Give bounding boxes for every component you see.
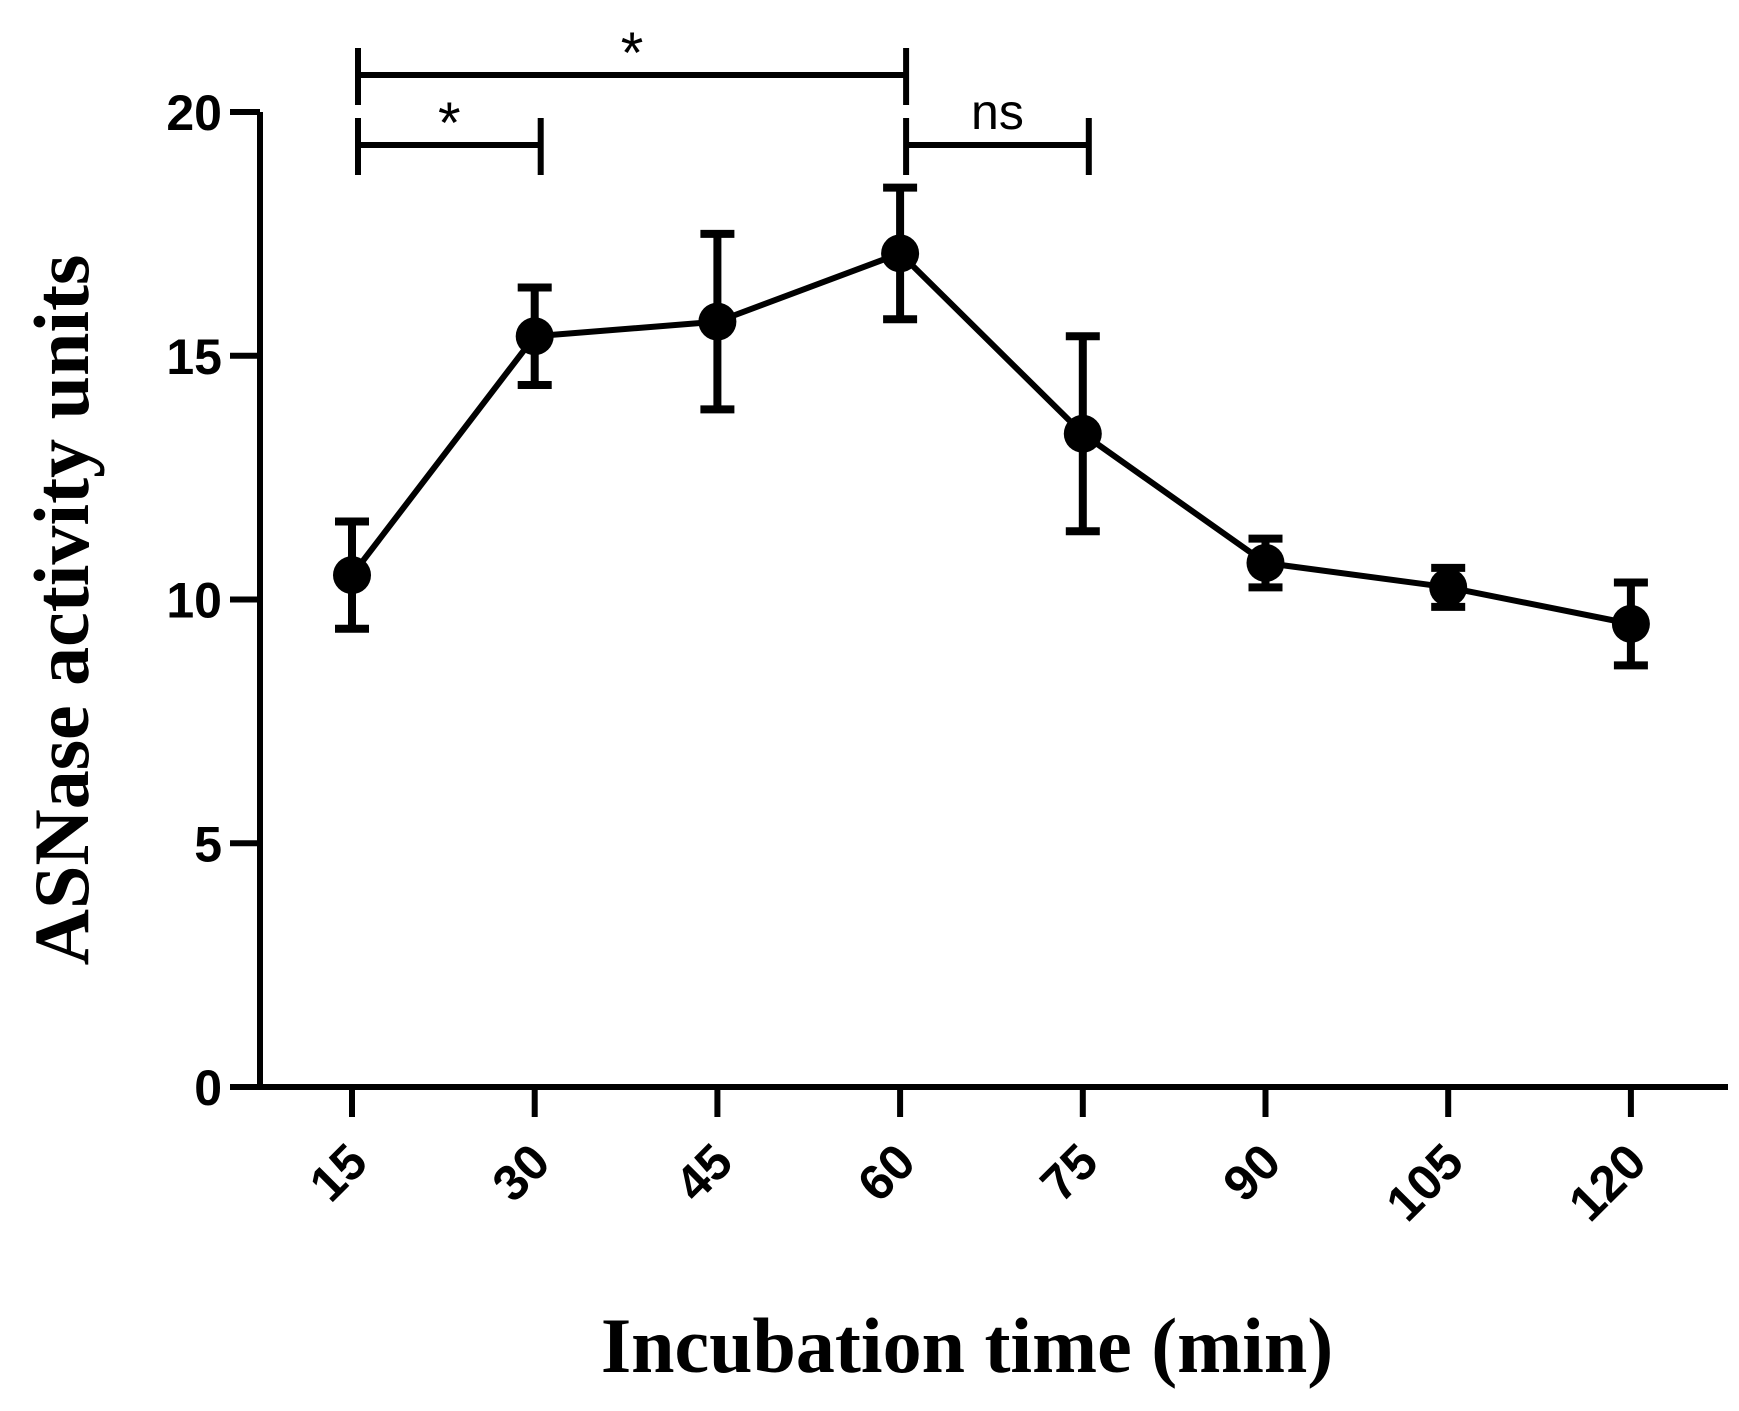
data-series bbox=[333, 183, 1650, 670]
x-tick-label: 75 bbox=[1030, 1133, 1109, 1212]
data-point bbox=[1063, 414, 1102, 453]
x-tick-label: 45 bbox=[664, 1133, 743, 1212]
y-tick-label: 0 bbox=[194, 1060, 222, 1116]
y-axis-title: ASNase activity units bbox=[18, 255, 105, 966]
x-tick-label: 15 bbox=[299, 1133, 378, 1212]
series-line bbox=[349, 250, 1632, 627]
x-tick-label: 90 bbox=[1212, 1133, 1291, 1212]
data-point bbox=[333, 556, 371, 595]
data-point bbox=[881, 234, 920, 273]
x-tick-label: 105 bbox=[1375, 1133, 1474, 1232]
y-tick-label: 10 bbox=[166, 573, 222, 629]
x-tick-label: 60 bbox=[847, 1133, 926, 1212]
y-tick-label: 20 bbox=[166, 85, 222, 141]
data-point bbox=[1246, 543, 1285, 582]
significance-label: * bbox=[621, 21, 644, 86]
x-axis-title: Incubation time (min) bbox=[601, 1302, 1333, 1389]
y-ticks: 0 5 10 15 20 bbox=[166, 85, 260, 1116]
data-point bbox=[515, 317, 554, 356]
data-point bbox=[1611, 604, 1650, 643]
x-tick-label: 120 bbox=[1558, 1133, 1657, 1232]
significance-brackets: * * ns bbox=[355, 21, 1092, 175]
data-point bbox=[1429, 568, 1468, 607]
y-tick-label: 5 bbox=[194, 816, 222, 872]
significance-label: ns bbox=[971, 84, 1024, 140]
significance-label: * bbox=[438, 91, 461, 156]
y-tick-label: 15 bbox=[166, 329, 222, 385]
x-ticks: 15 30 45 60 75 90 105 120 bbox=[299, 1087, 1657, 1232]
x-tick-label: 30 bbox=[482, 1133, 561, 1212]
data-point bbox=[698, 302, 737, 341]
